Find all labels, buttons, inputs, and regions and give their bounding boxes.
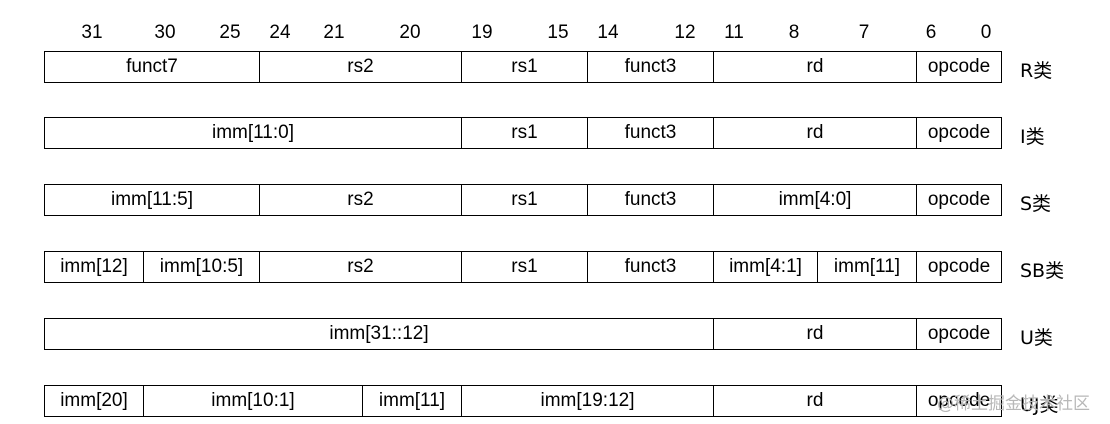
field-opcode: opcode [916,386,1001,416]
field-rs2: rs2 [259,52,461,82]
bit-number-20: 20 [399,22,421,43]
field-opcode: opcode [916,252,1001,282]
format-label-u: U类 [1020,327,1053,349]
field-imm-11: imm[11] [362,386,461,416]
field-imm-11: imm[11] [817,252,916,282]
format-row-i: imm[11:0] rs1 funct3 rd opcode [44,117,1002,149]
field-imm-20: imm[20] [60,390,128,411]
format-label-i: I类 [1020,126,1045,148]
bit-number-19: 19 [471,22,493,43]
field-rd: rd [713,319,916,349]
field-funct3: funct3 [587,52,713,82]
watermark: @稀土掘金技术社区 [937,394,1090,414]
bit-number-6: 6 [925,22,937,43]
field-opcode: opcode [916,319,1001,349]
format-row-uj: imm[20] imm[10:1] imm[11] imm[19:12] rd … [44,385,1002,417]
field-imm-4-0: imm[4:0] [713,185,916,215]
field-rs2: rs2 [259,185,461,215]
field-opcode: opcode [916,185,1001,215]
bit-number-31: 31 [81,22,103,43]
field-imm-11-5: imm[11:5] [110,189,193,210]
bit-number-15: 15 [547,22,569,43]
field-opcode: opcode [916,118,1001,148]
field-rs1: rs1 [461,185,587,215]
field-imm-10-1: imm[10:1] [143,386,362,416]
format-row-sb: imm[12] imm[10:5] rs2 rs1 funct3 imm[4:1… [44,251,1002,283]
field-rs1: rs1 [461,252,587,282]
field-opcode: opcode [916,52,1001,82]
bit-number-0: 0 [980,22,992,43]
field-imm-4-1: imm[4:1] [713,252,817,282]
bit-number-7: 7 [858,22,870,43]
field-funct3: funct3 [587,118,713,148]
bit-number-25: 25 [219,22,241,43]
bit-number-24: 24 [269,22,291,43]
format-label-r: R类 [1020,60,1053,82]
bit-number-14: 14 [597,22,619,43]
field-rs1: rs1 [461,118,587,148]
field-rd: rd [713,118,916,148]
field-imm-31-12: imm[31::12] [329,323,429,344]
format-label-sb: SB类 [1020,260,1065,282]
field-rs1: rs1 [461,52,587,82]
format-row-r: funct7 rs2 rs1 funct3 rd opcode [44,51,1002,83]
field-imm-19-12: imm[19:12] [461,386,713,416]
bit-number-11: 11 [724,22,744,43]
field-funct3: funct3 [587,185,713,215]
field-imm-12: imm[12] [60,256,128,277]
field-rs2: rs2 [259,252,461,282]
format-row-s: imm[11:5] rs2 rs1 funct3 imm[4:0] opcode [44,184,1002,216]
bit-number-21: 21 [323,22,345,43]
bit-number-8: 8 [788,22,800,43]
format-row-u: imm[31::12] rd opcode [44,318,1002,350]
field-funct7: funct7 [126,56,178,77]
field-funct3: funct3 [587,252,713,282]
format-label-s: S类 [1020,193,1052,215]
field-rd: rd [713,386,916,416]
format-label-uj: UJ类 [1020,394,1059,416]
bit-number-30: 30 [154,22,176,43]
field-imm-11-0: imm[11:0] [211,122,294,143]
bit-number-12: 12 [674,22,696,43]
field-rd: rd [713,52,916,82]
field-imm-10-5: imm[10:5] [143,252,259,282]
